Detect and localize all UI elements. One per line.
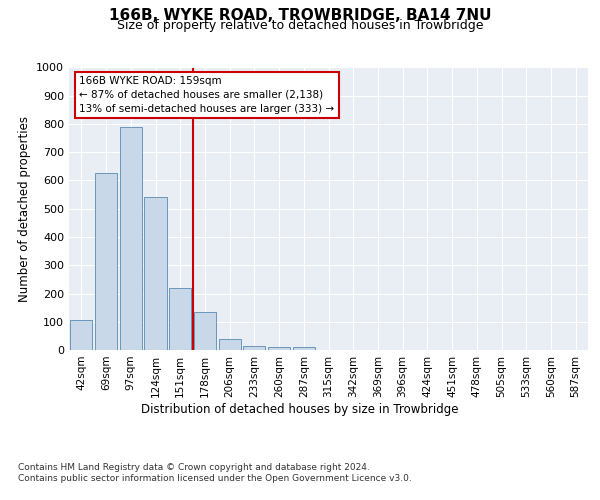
Text: Size of property relative to detached houses in Trowbridge: Size of property relative to detached ho…: [117, 19, 483, 32]
Bar: [70, 320, 92, 350]
Y-axis label: Number of detached properties: Number of detached properties: [17, 116, 31, 302]
Text: Distribution of detached houses by size in Trowbridge: Distribution of detached houses by size …: [141, 402, 459, 415]
Text: Contains public sector information licensed under the Open Government Licence v3: Contains public sector information licen…: [18, 474, 412, 483]
Bar: [194, 312, 216, 350]
Text: Contains HM Land Registry data © Crown copyright and database right 2024.: Contains HM Land Registry data © Crown c…: [18, 462, 370, 471]
Bar: [293, 347, 315, 350]
Bar: [218, 338, 241, 350]
Bar: [268, 347, 290, 350]
Bar: [119, 127, 142, 350]
Text: 166B, WYKE ROAD, TROWBRIDGE, BA14 7NU: 166B, WYKE ROAD, TROWBRIDGE, BA14 7NU: [109, 8, 491, 22]
Text: 166B WYKE ROAD: 159sqm
← 87% of detached houses are smaller (2,138)
13% of semi-: 166B WYKE ROAD: 159sqm ← 87% of detached…: [79, 76, 335, 114]
Bar: [145, 198, 167, 350]
Bar: [243, 346, 265, 350]
Bar: [95, 174, 117, 350]
Bar: [169, 288, 191, 350]
